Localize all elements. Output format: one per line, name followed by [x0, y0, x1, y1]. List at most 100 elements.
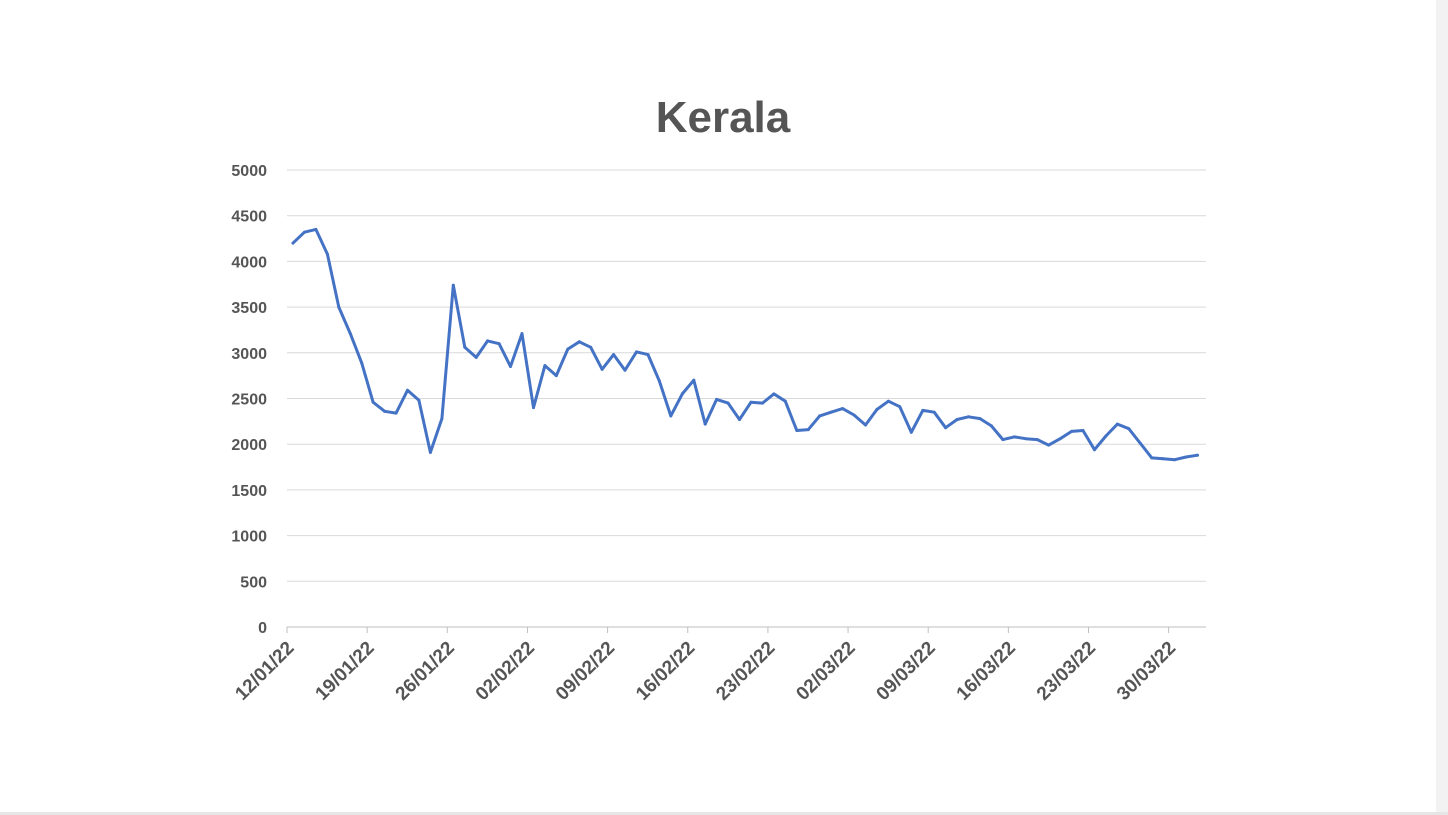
data-point — [1001, 438, 1005, 442]
data-point — [989, 424, 993, 428]
data-point — [1184, 455, 1188, 459]
x-tick-label: 23/02/22 — [712, 638, 779, 705]
data-point — [806, 428, 810, 432]
chart-title: Kerala — [656, 93, 791, 142]
data-point — [600, 367, 604, 371]
data-point — [967, 415, 970, 419]
data-point — [944, 426, 948, 430]
data-point — [1150, 456, 1154, 460]
y-tick-label: 4500 — [231, 209, 267, 226]
data-point — [451, 283, 455, 287]
data-point — [715, 397, 719, 401]
data-point — [783, 399, 787, 403]
data-point — [726, 401, 730, 405]
x-tick-label: 16/02/22 — [632, 638, 699, 705]
data-point — [463, 345, 467, 349]
series-group — [291, 227, 1199, 462]
data-point — [955, 418, 959, 421]
data-point — [875, 408, 879, 411]
y-tick-label: 2000 — [231, 437, 267, 454]
data-point — [1138, 441, 1142, 445]
data-point — [1024, 437, 1028, 441]
data-point — [761, 401, 764, 405]
data-point — [394, 411, 398, 415]
data-point — [1070, 429, 1074, 433]
x-tick-label: 02/02/22 — [472, 638, 539, 705]
data-point — [371, 400, 375, 404]
x-tick-label: 23/03/22 — [1033, 638, 1100, 705]
y-tick-label: 4000 — [231, 254, 267, 271]
data-point — [921, 408, 925, 412]
data-point — [703, 422, 707, 426]
data-point — [474, 355, 478, 359]
y-tick-label: 0 — [258, 620, 267, 637]
data-point — [1035, 438, 1039, 442]
data-point — [1161, 457, 1165, 461]
data-point — [864, 423, 867, 427]
data-point — [554, 374, 558, 378]
data-point — [795, 429, 799, 432]
data-point — [383, 409, 387, 413]
data-point — [909, 430, 913, 434]
data-point — [749, 400, 753, 404]
data-point — [1081, 429, 1085, 432]
data-point — [314, 227, 318, 231]
data-point — [772, 392, 776, 396]
data-point — [898, 405, 902, 409]
data-point — [680, 392, 684, 396]
data-point — [440, 417, 444, 421]
x-tick-label: 26/01/22 — [392, 638, 459, 705]
data-point — [589, 345, 593, 349]
y-tick-label: 3500 — [231, 300, 267, 317]
y-axis: 0 500 1000 1500 2000 2500 3000 3500 4000 4500 5000 — [231, 163, 267, 637]
x-axis: 12/01/22 19/01/22 26/01/22 02/02/22 09/02/22… — [231, 626, 1206, 705]
data-point — [635, 350, 638, 354]
data-point — [1196, 453, 1199, 457]
data-point — [417, 398, 421, 402]
data-point — [1047, 443, 1051, 447]
x-tick-label: 12/01/22 — [231, 638, 298, 705]
data-point — [1104, 434, 1108, 438]
window-right-edge — [1436, 0, 1448, 815]
data-point — [509, 365, 512, 368]
data-point — [566, 347, 570, 351]
data-point — [486, 339, 490, 343]
data-point — [337, 305, 341, 309]
x-tick-label: 19/01/22 — [312, 638, 379, 705]
y-tick-label: 2500 — [231, 392, 267, 409]
data-point — [532, 406, 535, 410]
data-point — [325, 252, 329, 256]
window-bottom-edge — [0, 812, 1448, 815]
data-point — [852, 413, 856, 417]
data-point — [1115, 422, 1119, 426]
x-tick-label: 16/03/22 — [953, 638, 1020, 705]
data-point — [291, 241, 295, 245]
y-tick-label: 500 — [240, 574, 267, 591]
data-point — [692, 378, 696, 382]
data-point — [623, 368, 627, 372]
gridlines — [287, 169, 1206, 582]
data-point — [1012, 435, 1016, 439]
y-tick-label: 1000 — [231, 529, 267, 546]
y-tick-label: 1500 — [231, 483, 267, 500]
x-tick-label: 30/03/22 — [1113, 638, 1180, 705]
data-point — [1058, 437, 1062, 441]
data-point — [406, 388, 409, 392]
y-tick-label: 3000 — [231, 346, 267, 363]
data-point — [657, 379, 661, 383]
data-point — [646, 353, 650, 357]
data-point — [669, 414, 673, 418]
x-tick-label: 02/03/22 — [792, 638, 859, 705]
data-point — [428, 450, 432, 454]
data-point — [543, 364, 547, 368]
data-point — [886, 399, 890, 403]
data-point — [1127, 427, 1131, 431]
data-point — [577, 340, 581, 344]
data-point — [1093, 448, 1096, 452]
data-point — [738, 418, 741, 421]
data-point — [932, 410, 936, 414]
data-point — [348, 332, 352, 336]
data-point — [497, 342, 501, 346]
